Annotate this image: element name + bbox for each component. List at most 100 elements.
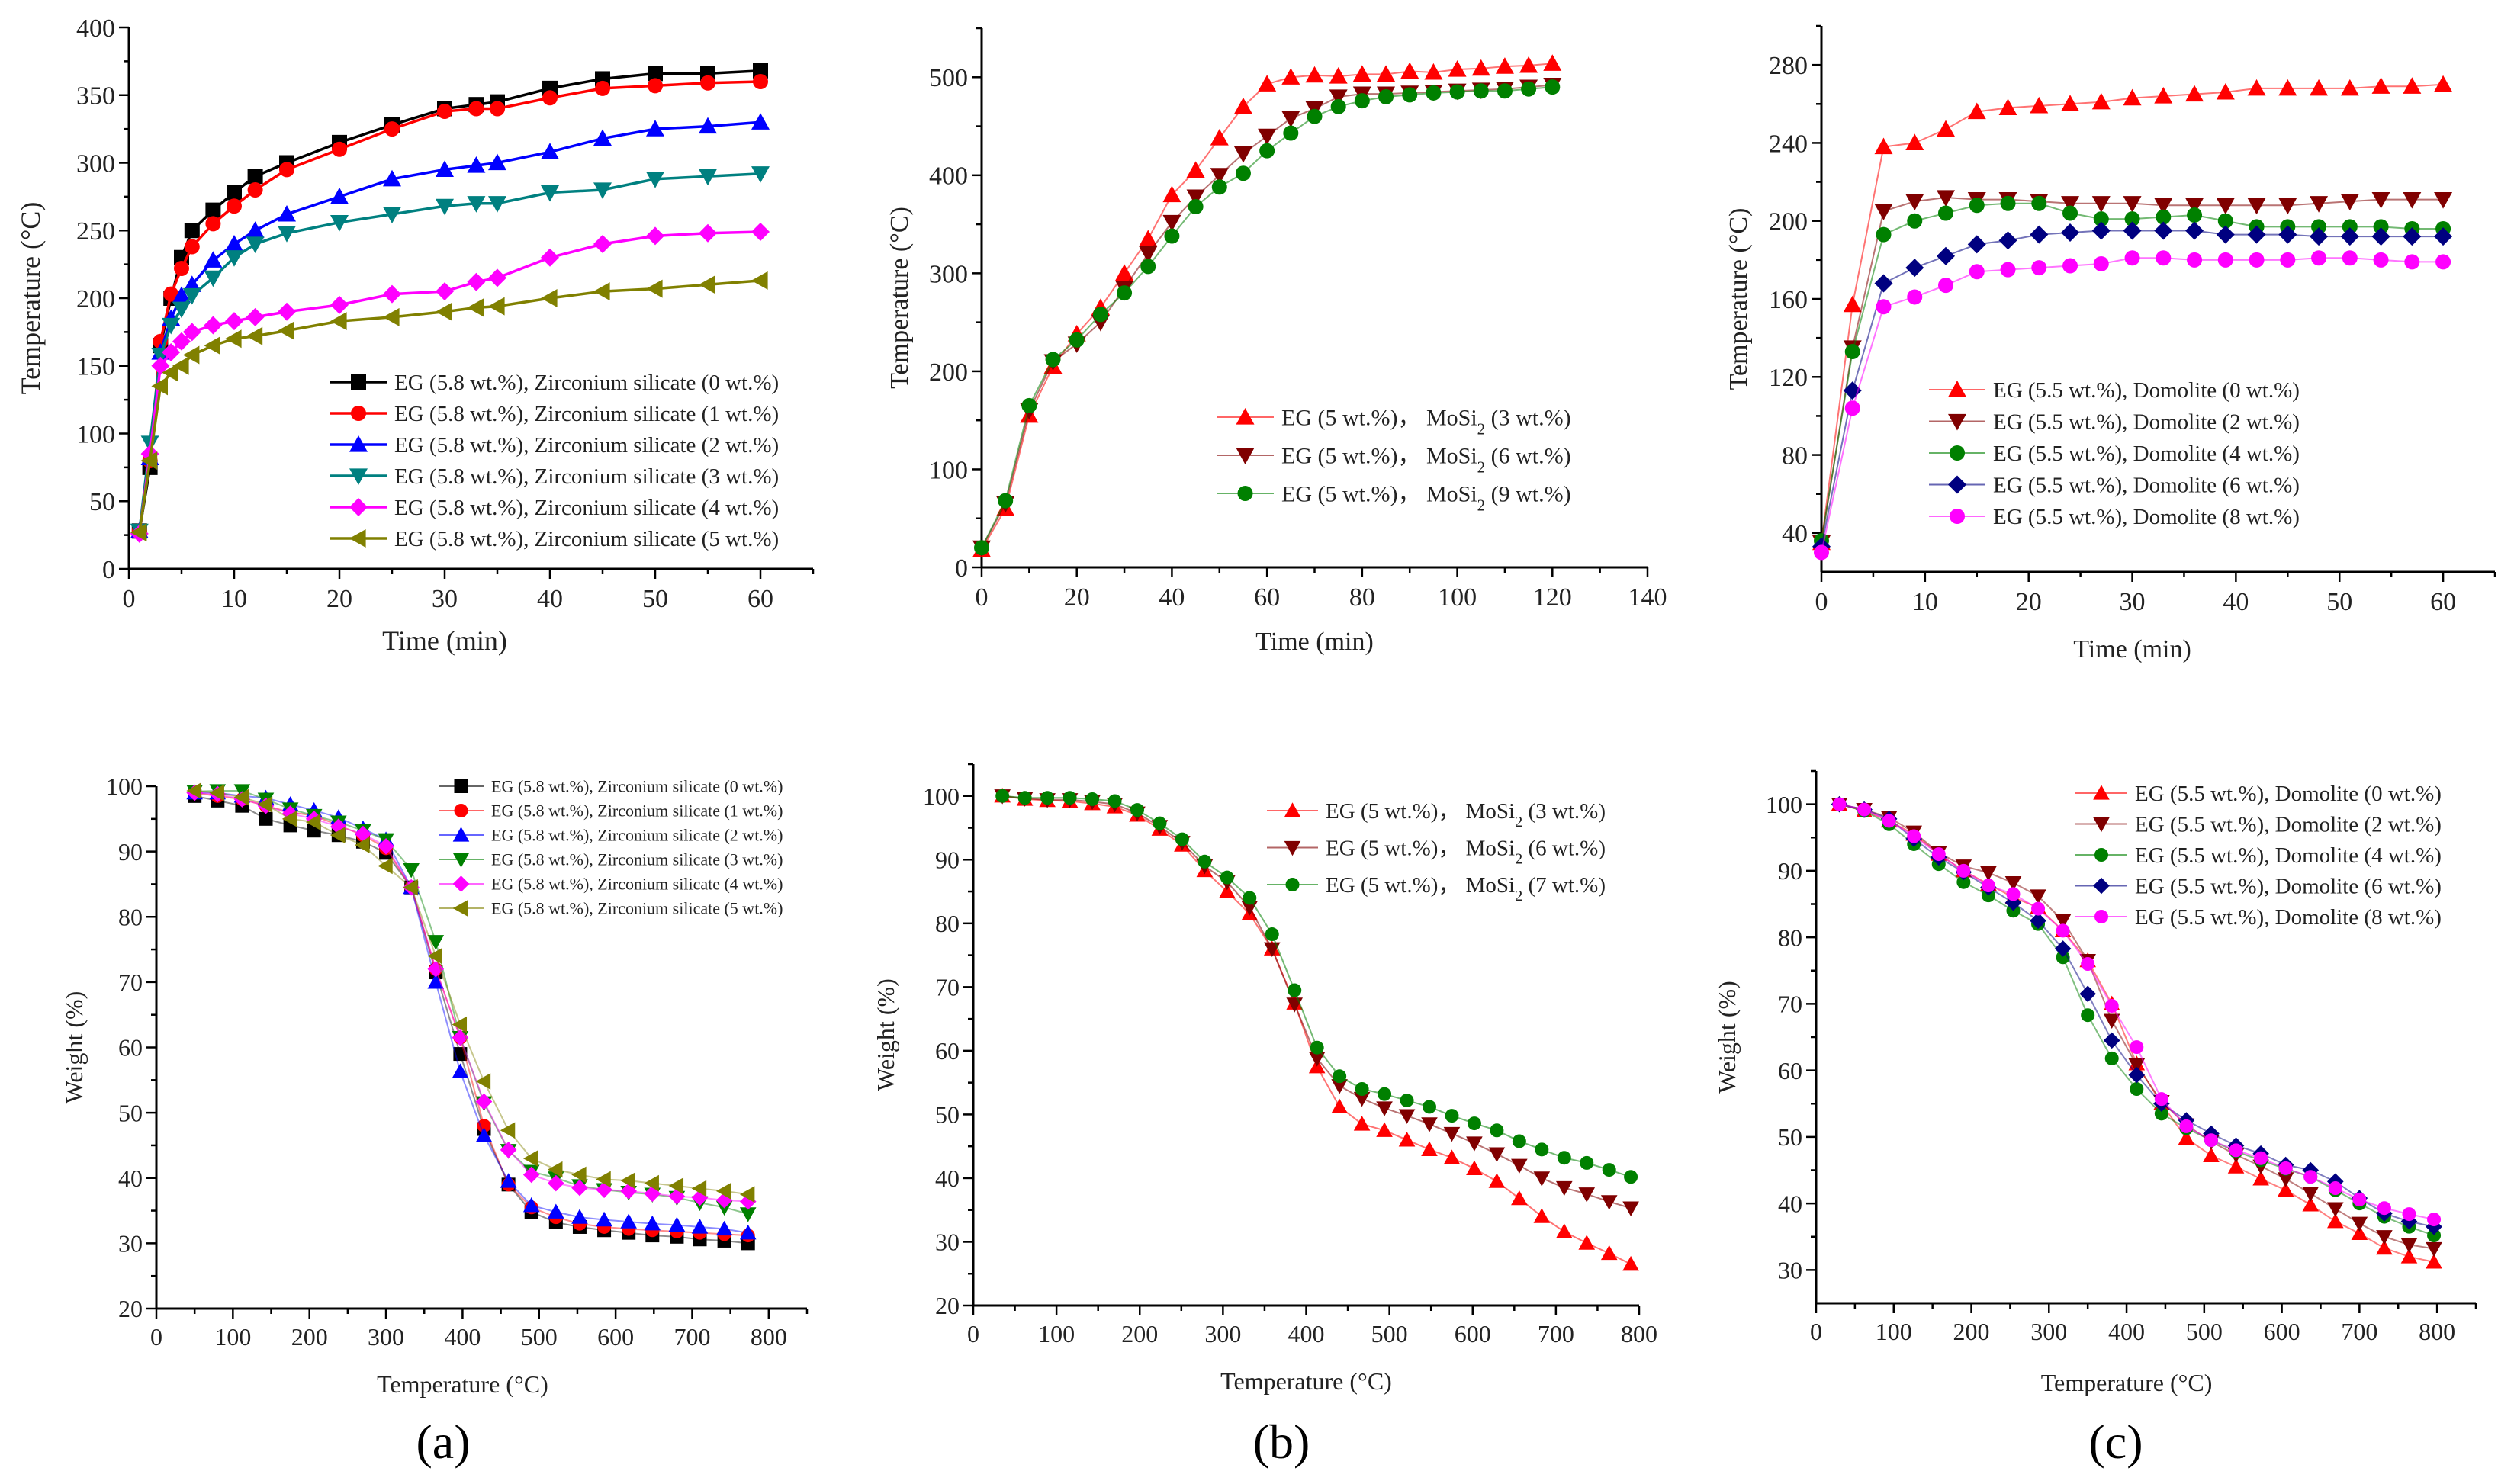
data-point [1466, 1160, 1483, 1176]
y-tick-label: 20 [935, 1292, 960, 1319]
legend-label: EG (5.5 wt.%), Domolite (4 wt.%) [1993, 442, 2300, 466]
legend-label: EG (5 wt.%)， MoSi2 (9 wt.%) [1281, 482, 1571, 515]
data-point [646, 279, 663, 298]
data-point [2091, 196, 2111, 213]
y-tick-label: 100 [923, 782, 960, 810]
y-axis-label: Weight (%) [872, 978, 899, 1091]
data-point [2031, 195, 2047, 211]
data-point [1235, 165, 1251, 181]
legend-entry: EG (5.8 wt.%), Zirconium silicate (2 wt.… [439, 826, 783, 845]
data-point [2247, 225, 2266, 244]
y-tick-label: 90 [1778, 857, 1802, 885]
data-point [2185, 198, 2204, 215]
data-point [2373, 252, 2389, 268]
data-point [2302, 1197, 2320, 1212]
y-axis-label: Temperature (°C) [1725, 208, 1753, 390]
data-point [1937, 246, 1956, 265]
data-point [2252, 1171, 2269, 1186]
data-point [593, 282, 610, 301]
data-point [2154, 1107, 2168, 1121]
data-point [2123, 88, 2142, 106]
legend-entry: EG (5 wt.%)， MoSi2 (7 wt.%) [1267, 873, 1606, 904]
data-point [1164, 228, 1180, 244]
y-tick-label: 0 [955, 554, 968, 583]
x-tick-label: 0 [1815, 588, 1828, 616]
data-point [2216, 225, 2235, 244]
data-point [2103, 1013, 2120, 1029]
data-point [974, 540, 989, 556]
data-point [2093, 255, 2109, 271]
x-tick-label: 100 [1876, 1318, 1912, 1345]
data-point [1490, 1123, 1504, 1138]
x-axis-label: Time (min) [2073, 635, 2191, 663]
legend-entry: EG (5.5 wt.%), Domolite (4 wt.%) [2075, 843, 2442, 868]
data-point [172, 301, 191, 319]
data-point [2377, 1201, 2391, 1216]
legend-label: EG (5.8 wt.%), Zirconium silicate (0 wt.… [491, 777, 783, 796]
data-point [467, 298, 484, 317]
data-point [383, 207, 401, 223]
data-point [233, 789, 249, 806]
data-point [1473, 83, 1489, 99]
legend-label: EG (5.8 wt.%), Zirconium silicate (5 wt.… [394, 527, 779, 551]
legend-label: EG (5.8 wt.%), Zirconium silicate (4 wt.… [491, 875, 783, 894]
data-point [2247, 198, 2266, 215]
data-point [1139, 246, 1158, 263]
data-point [2426, 1254, 2442, 1269]
data-point [2403, 227, 2422, 246]
series-4 [130, 166, 770, 541]
data-point [227, 198, 242, 214]
data-point [330, 215, 349, 232]
data-point [699, 169, 717, 186]
data-point [436, 282, 454, 301]
data-point [1400, 62, 1419, 79]
data-point [1307, 108, 1323, 124]
x-tick-label: 400 [1288, 1320, 1325, 1347]
y-tick-label: 350 [76, 82, 115, 111]
x-tick-label: 800 [751, 1323, 787, 1351]
legend-label: EG (5.8 wt.%), Zirconium silicate (0 wt.… [394, 371, 779, 395]
x-tick-label: 0 [1810, 1318, 1822, 1345]
legend-label: EG (5.5 wt.%), Domolite (8 wt.%) [1993, 505, 2300, 529]
data-point [2302, 1187, 2320, 1202]
data-point [2061, 223, 2080, 243]
data-point [1140, 259, 1156, 275]
data-point [225, 312, 243, 331]
data-point [753, 63, 768, 79]
y-tick-label: 280 [1769, 52, 1808, 80]
legend-label: EG (5.8 wt.%), Zirconium silicate (3 wt.… [491, 850, 783, 869]
x-tick-label: 0 [967, 1320, 979, 1347]
x-tick-label: 400 [444, 1323, 481, 1351]
data-point [1443, 1126, 1461, 1142]
legend-entry: EG (5 wt.%)， MoSi2 (3 wt.%) [1217, 406, 1571, 438]
data-point [739, 1207, 757, 1222]
legend-entry: EG (5 wt.%)， MoSi2 (3 wt.%) [1267, 799, 1606, 830]
data-point [646, 120, 664, 137]
data-point [2185, 85, 2204, 102]
y-axis-label: Weight (%) [60, 991, 88, 1104]
data-point [2091, 92, 2111, 110]
legend-entry: EG (5 wt.%)， MoSi2 (6 wt.%) [1267, 837, 1606, 868]
data-point [1210, 168, 1229, 185]
y-tick-label: 250 [76, 217, 115, 246]
chart-a-bottom: 0 100 200 300 400 500 600 700 800 20 30 40 50 60 70 80 9… [60, 773, 809, 1398]
data-point [204, 270, 223, 287]
legend-marker [1950, 445, 1965, 461]
data-point [2179, 1119, 2194, 1133]
data-point [2400, 1248, 2418, 1264]
chart-b-bottom: 0 100 200 300 400 500 600 700 800 20 30 40 50 60 70 80 9… [872, 763, 1657, 1395]
data-point [246, 236, 265, 253]
data-point [2371, 191, 2390, 209]
data-point [278, 226, 296, 243]
data-point [2006, 887, 2021, 901]
data-point [620, 1172, 635, 1189]
data-point [1233, 146, 1252, 163]
y-tick-label: 30 [935, 1229, 960, 1256]
data-point [1117, 285, 1133, 301]
data-point [246, 326, 263, 345]
data-point [1421, 1141, 1438, 1156]
data-point [2340, 79, 2359, 96]
data-point [1445, 1109, 1459, 1123]
legend-label: EG (5 wt.%)， MoSi2 (6 wt.%) [1281, 444, 1571, 477]
x-tick-label: 10 [1912, 588, 1938, 616]
